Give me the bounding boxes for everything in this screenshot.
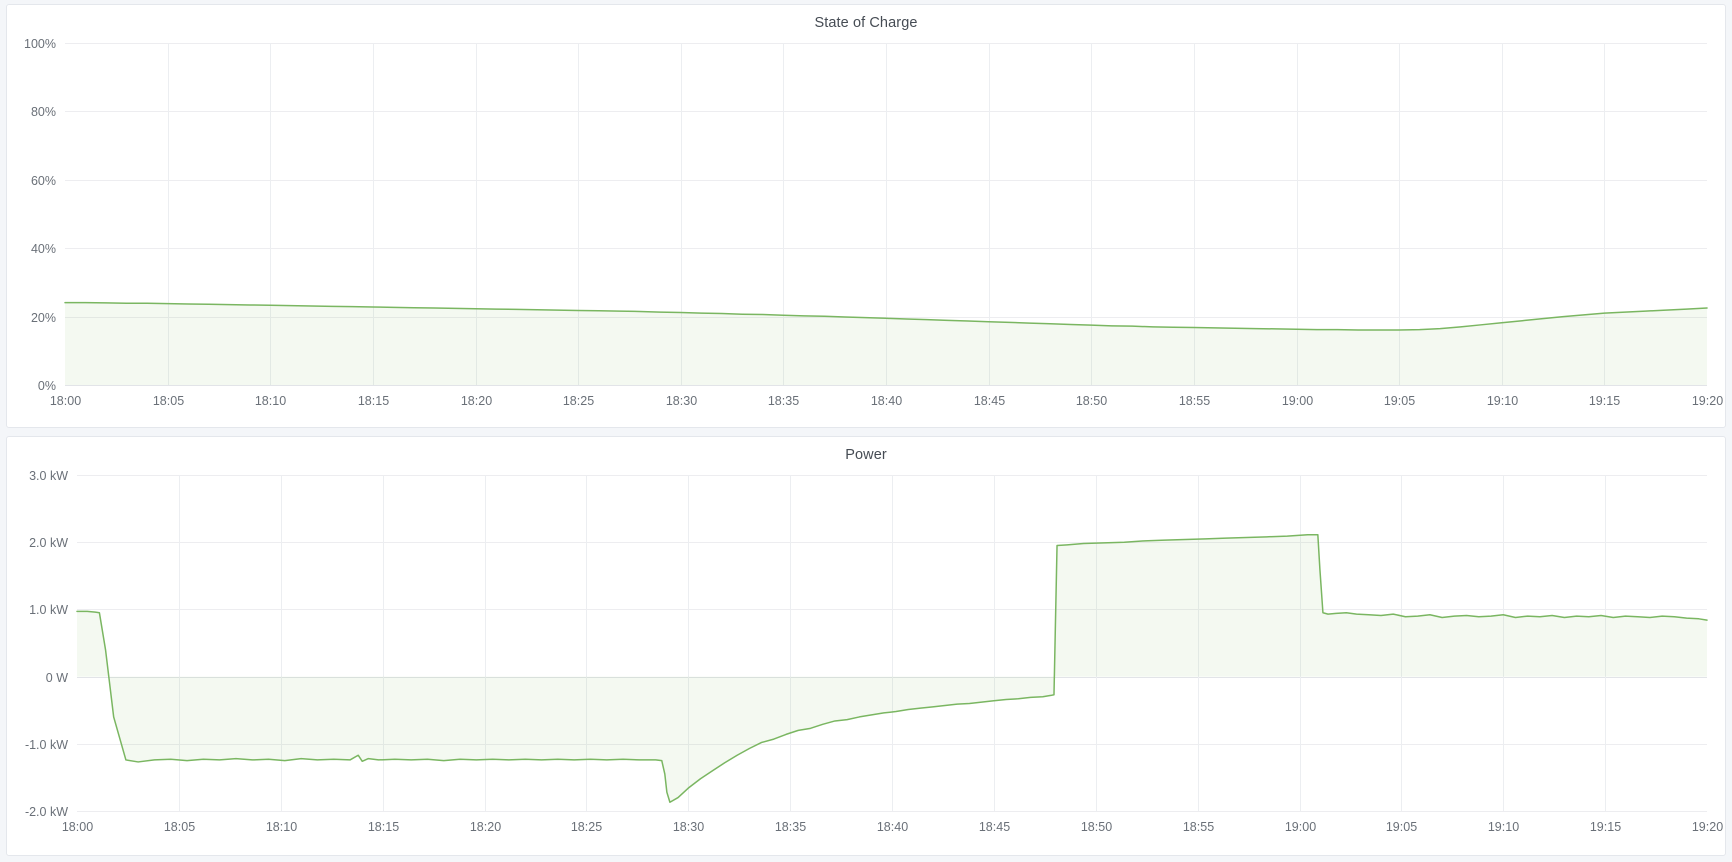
state-of-charge-plot[interactable]: 0% 20% 40% 60% 80% 100% 18:00 18:05 18:10 18:15 18…: [7, 33, 1725, 413]
x-axis-tick-label: 18:45: [974, 394, 1005, 408]
y-axis-tick-label: 80%: [31, 105, 56, 119]
panel-title-state-of-charge: State of Charge: [814, 15, 918, 31]
x-axis-tick-label: 18:15: [368, 820, 399, 834]
x-axis-tick-label: 18:25: [571, 820, 602, 834]
x-axis-tick-label: 18:05: [153, 394, 184, 408]
y-axis-tick-label: 1.0 kW: [29, 603, 68, 617]
y-axis-tick-label: 0%: [38, 379, 56, 393]
x-axis-tick-label: 19:15: [1589, 394, 1620, 408]
power-plot[interactable]: -2.0 kW -1.0 kW 0 W 1.0 kW 2.0 kW 3.0 kW 18:00…: [7, 465, 1725, 839]
x-axis-tick-label: 18:45: [979, 820, 1010, 834]
y-axis-tick-label: 100%: [24, 37, 56, 51]
series-line: [76, 534, 1708, 804]
y-axis-tick-label: 0 W: [46, 671, 68, 685]
x-axis-tick-label: 18:00: [62, 820, 93, 834]
x-axis-tick-label: 18:50: [1081, 820, 1112, 834]
x-axis-tick-label: 19:10: [1488, 820, 1519, 834]
x-axis-tick-label: 18:35: [768, 394, 799, 408]
x-axis-tick-label: 19:20: [1692, 394, 1723, 408]
x-axis-tick-label: 18:30: [666, 394, 697, 408]
y-axis-tick-label: -1.0 kW: [25, 738, 68, 752]
series-area: [77, 534, 1707, 803]
x-axis-tick-label: 18:50: [1076, 394, 1107, 408]
x-axis-tick-label: 18:40: [871, 394, 902, 408]
chart-power[interactable]: -2.0 kW -1.0 kW 0 W 1.0 kW 2.0 kW 3.0 kW 18:00…: [7, 465, 1725, 839]
x-axis-tick-label: 18:25: [563, 394, 594, 408]
x-axis-tick-label: 18:40: [877, 820, 908, 834]
x-axis-tick-label: 19:00: [1285, 820, 1316, 834]
x-axis-tick-label: 18:10: [255, 394, 286, 408]
panel-state-of-charge[interactable]: State of Charge 0% 20% 40% 60% 80% 100% 18:00 1…: [6, 4, 1726, 428]
y-axis-tick-label: -2.0 kW: [25, 805, 68, 819]
x-axis-tick-label: 19:00: [1282, 394, 1313, 408]
x-axis-tick-label: 18:35: [775, 820, 806, 834]
x-axis-tick-label: 19:20: [1692, 820, 1723, 834]
y-axis-tick-label: 60%: [31, 174, 56, 188]
panel-power[interactable]: Power -2.0 kW -1.0 kW 0 W 1.0 kW 2.0 kW 3.0 k…: [6, 436, 1726, 856]
x-axis-tick-label: 19:15: [1590, 820, 1621, 834]
y-axis-tick-label: 3.0 kW: [29, 469, 68, 483]
x-axis-tick-label: 18:05: [164, 820, 195, 834]
panel-title-power: Power: [845, 447, 887, 463]
x-axis-tick-label: 19:05: [1386, 820, 1417, 834]
y-axis-tick-label: 2.0 kW: [29, 536, 68, 550]
x-axis-tick-label: 19:10: [1487, 394, 1518, 408]
x-axis-tick-label: 18:55: [1183, 820, 1214, 834]
series-line: [64, 301, 1708, 331]
y-axis-tick-label: 40%: [31, 242, 56, 256]
x-axis-tick-label: 18:30: [673, 820, 704, 834]
series-area: [65, 302, 1707, 385]
x-axis-tick-label: 19:05: [1384, 394, 1415, 408]
x-axis-tick-label: 18:20: [470, 820, 501, 834]
x-axis-tick-label: 18:00: [50, 394, 81, 408]
x-axis-tick-label: 18:55: [1179, 394, 1210, 408]
chart-state-of-charge[interactable]: 0% 20% 40% 60% 80% 100% 18:00 18:05 18:10 18:15 18…: [7, 33, 1725, 413]
x-axis-tick-label: 18:10: [266, 820, 297, 834]
x-axis-tick-label: 18:15: [358, 394, 389, 408]
x-axis-tick-label: 18:20: [461, 394, 492, 408]
y-axis-tick-label: 20%: [31, 311, 56, 325]
